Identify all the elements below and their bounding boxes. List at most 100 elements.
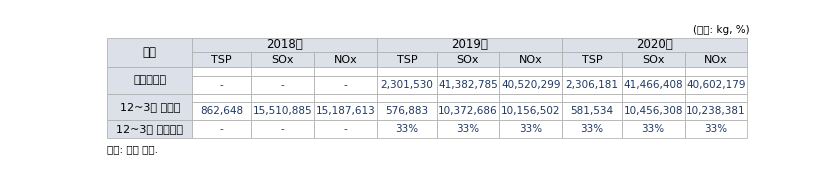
Text: 576,883: 576,883 <box>385 106 429 116</box>
Text: 10,372,686: 10,372,686 <box>438 106 498 116</box>
Bar <box>192 94 251 102</box>
Bar <box>251 121 314 138</box>
Bar <box>500 67 562 76</box>
Text: -: - <box>220 80 224 90</box>
Text: 12~3월 감축비율: 12~3월 감축비율 <box>116 124 183 135</box>
Text: 40,520,299: 40,520,299 <box>501 80 560 90</box>
Bar <box>377 38 562 52</box>
Bar <box>314 76 377 94</box>
Bar <box>192 67 251 76</box>
Text: -: - <box>344 80 348 90</box>
Bar <box>251 76 314 94</box>
Text: 33%: 33% <box>580 124 604 135</box>
Text: 10,156,502: 10,156,502 <box>501 106 560 116</box>
Bar <box>500 121 562 138</box>
Text: NOx: NOx <box>334 55 358 65</box>
Text: 33%: 33% <box>520 124 542 135</box>
Bar <box>562 76 621 94</box>
Bar <box>314 94 377 102</box>
Bar <box>562 52 621 67</box>
Text: 10,456,308: 10,456,308 <box>623 106 683 116</box>
Text: 33%: 33% <box>456 124 480 135</box>
Bar <box>314 67 377 76</box>
Bar <box>562 94 621 102</box>
Text: 33%: 33% <box>641 124 665 135</box>
Bar <box>108 67 192 94</box>
Bar <box>685 102 747 121</box>
Bar <box>621 94 685 102</box>
Text: 581,534: 581,534 <box>570 106 614 116</box>
Bar <box>621 76 685 94</box>
Bar <box>436 67 500 76</box>
Bar <box>251 94 314 102</box>
Text: -: - <box>344 124 348 135</box>
Bar <box>314 121 377 138</box>
Text: 자료: 저자 작성.: 자료: 저자 작성. <box>108 144 158 154</box>
Text: 구분: 구분 <box>143 46 157 59</box>
Bar <box>562 121 621 138</box>
Bar <box>108 94 192 121</box>
Bar <box>685 76 747 94</box>
Bar <box>685 52 747 67</box>
Bar <box>562 38 747 52</box>
Bar <box>621 67 685 76</box>
Bar <box>314 52 377 67</box>
Text: -: - <box>281 124 284 135</box>
Text: 2020년: 2020년 <box>636 38 673 52</box>
Text: 12~3월 배출량: 12~3월 배출량 <box>119 102 180 112</box>
Bar <box>314 102 377 121</box>
Bar <box>192 121 251 138</box>
Bar <box>192 52 251 67</box>
Text: 2018년: 2018년 <box>266 38 303 52</box>
Bar <box>377 52 436 67</box>
Text: SOx: SOx <box>642 55 665 65</box>
Bar <box>377 102 436 121</box>
Text: 862,648: 862,648 <box>200 106 244 116</box>
Bar <box>685 121 747 138</box>
Bar <box>685 67 747 76</box>
Text: 10,238,381: 10,238,381 <box>686 106 746 116</box>
Bar <box>621 121 685 138</box>
Text: 41,466,408: 41,466,408 <box>623 80 683 90</box>
Bar <box>377 94 436 102</box>
Text: SOx: SOx <box>457 55 480 65</box>
Text: 15,510,885: 15,510,885 <box>253 106 313 116</box>
Bar <box>562 102 621 121</box>
Bar <box>500 76 562 94</box>
Bar <box>108 38 192 67</box>
Bar <box>500 94 562 102</box>
Text: SOx: SOx <box>272 55 294 65</box>
Bar <box>251 67 314 76</box>
Text: 목표배출량: 목표배출량 <box>133 75 166 85</box>
Text: TSP: TSP <box>211 55 232 65</box>
Bar <box>377 76 436 94</box>
Bar <box>251 102 314 121</box>
Bar <box>436 76 500 94</box>
Bar <box>436 102 500 121</box>
Bar <box>377 121 436 138</box>
Text: 41,382,785: 41,382,785 <box>438 80 498 90</box>
Text: -: - <box>281 80 284 90</box>
Text: -: - <box>220 124 224 135</box>
Text: 33%: 33% <box>705 124 727 135</box>
Bar <box>500 52 562 67</box>
Bar <box>500 102 562 121</box>
Text: 2019년: 2019년 <box>451 38 488 52</box>
Bar <box>562 67 621 76</box>
Text: 33%: 33% <box>395 124 419 135</box>
Bar <box>436 94 500 102</box>
Bar <box>685 94 747 102</box>
Bar <box>192 38 377 52</box>
Bar <box>108 121 192 138</box>
Bar <box>377 67 436 76</box>
Bar <box>251 52 314 67</box>
Text: NOx: NOx <box>519 55 543 65</box>
Bar <box>436 52 500 67</box>
Text: 40,602,179: 40,602,179 <box>686 80 746 90</box>
Bar <box>621 102 685 121</box>
Bar <box>436 121 500 138</box>
Bar <box>192 76 251 94</box>
Text: TSP: TSP <box>581 55 602 65</box>
Text: 2,306,181: 2,306,181 <box>565 80 619 90</box>
Text: 15,187,613: 15,187,613 <box>316 106 375 116</box>
